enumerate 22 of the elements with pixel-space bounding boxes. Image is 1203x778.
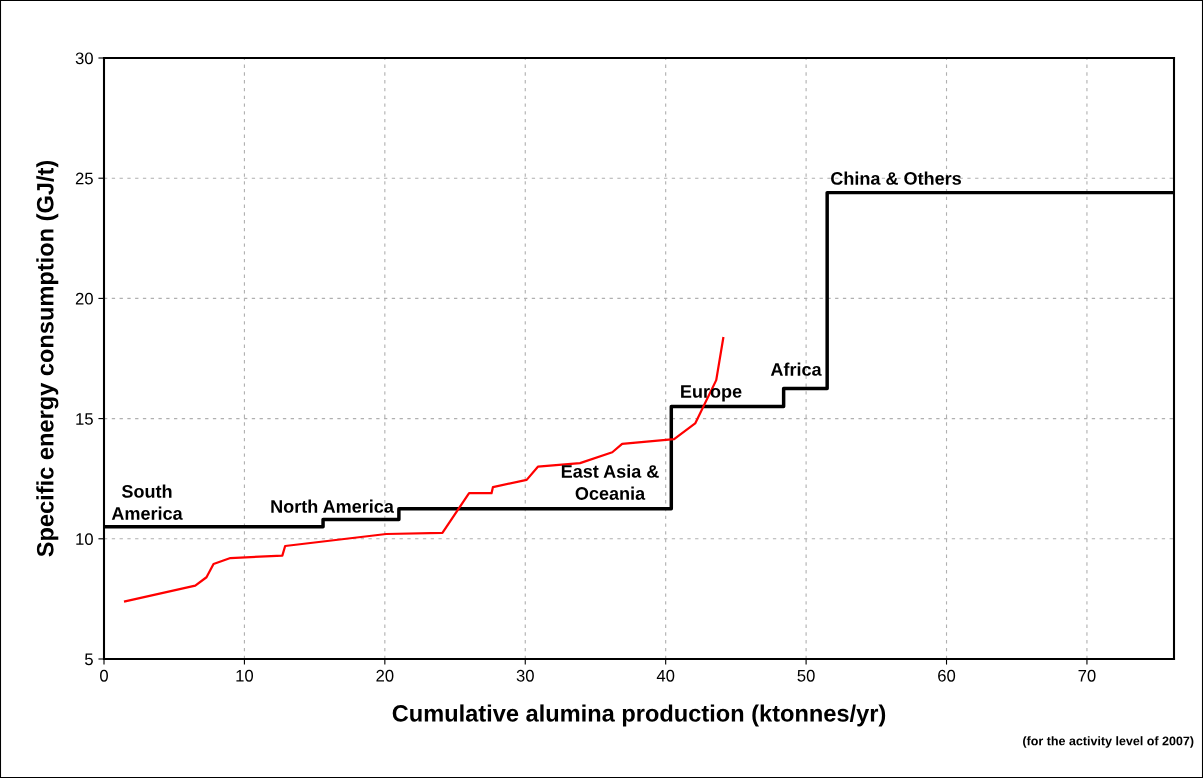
text: (for the activity level of 2007): [1023, 736, 1194, 748]
y-tick-label: 10: [76, 533, 93, 545]
y-tick-label: 5: [84, 653, 93, 666]
annotation: Africa: [770, 362, 822, 376]
x-tick-label: 70: [1078, 669, 1096, 682]
y-tick-label: 30: [75, 52, 93, 65]
annotation: China & Others: [831, 171, 961, 185]
x-tick-label: 40: [656, 669, 675, 682]
x-axis-title: Cumulative alumina production (ktonnes/yr): [392, 704, 886, 727]
y-tick-label: 25: [75, 172, 93, 185]
x-tick-label: 50: [797, 669, 815, 682]
y-axis-title: Specific energy consumption (GJ/t): [36, 160, 59, 557]
annotation: South America: [111, 484, 183, 520]
y-tick-label: 15: [76, 413, 93, 425]
x-tick-label: 20: [376, 669, 394, 682]
x-tick-label: 60: [938, 669, 956, 682]
x-tick-label: 10: [236, 669, 254, 682]
annotation: East Asia & Oceania: [561, 464, 659, 500]
annotation: North America: [271, 499, 394, 513]
x-tick-label: 30: [516, 669, 534, 682]
x-tick-label: 0: [100, 669, 108, 682]
y-tick-label: 20: [75, 292, 93, 305]
